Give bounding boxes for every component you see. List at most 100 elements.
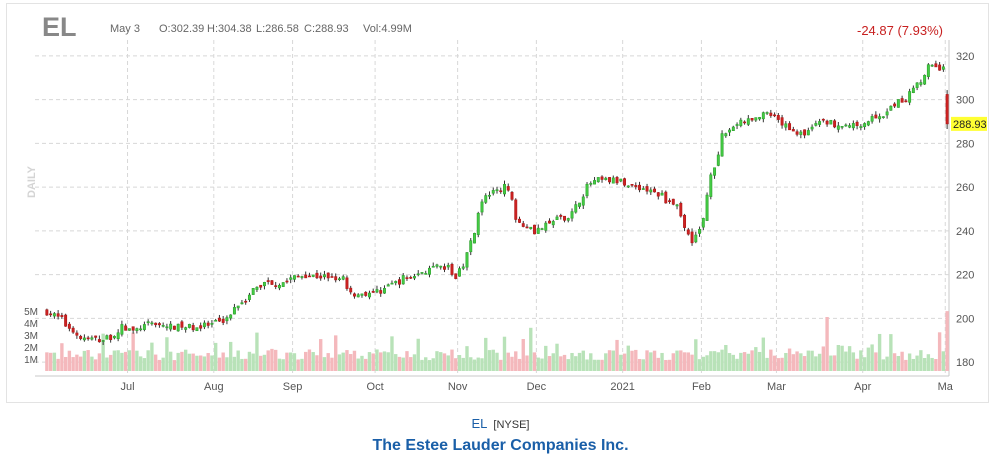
volume-bar [686, 352, 690, 371]
volume-bar [667, 359, 672, 371]
candle-body [649, 189, 653, 193]
candle [86, 335, 90, 341]
candle [82, 334, 86, 342]
candle-body [217, 317, 221, 322]
candle-body [180, 321, 184, 328]
candle-body [548, 220, 551, 224]
volume-bar [574, 356, 578, 371]
volume-bar [153, 354, 158, 371]
candle [589, 181, 593, 187]
candle-body [945, 94, 949, 125]
candle-body [855, 121, 859, 127]
candle [368, 290, 371, 300]
candle [383, 285, 386, 294]
candle [60, 312, 64, 319]
candle [911, 85, 915, 94]
candle [641, 186, 645, 190]
volume-bar [562, 354, 567, 371]
candle-body [439, 265, 443, 268]
candle-body [60, 315, 64, 317]
candle-body [97, 339, 101, 343]
candle-body [664, 191, 668, 204]
candle [514, 198, 518, 223]
candle [109, 334, 113, 343]
candle [649, 187, 653, 195]
candle [150, 320, 154, 326]
candle [701, 217, 705, 231]
candle-body [71, 327, 75, 333]
volume-bar [67, 350, 72, 371]
volume-bar [510, 356, 514, 371]
volume-bar [424, 357, 428, 371]
candle-body [806, 130, 810, 136]
candle-body [930, 64, 934, 67]
candle [240, 299, 244, 305]
candle-body [521, 223, 525, 227]
candle-body [896, 99, 900, 108]
candle-body [551, 221, 555, 226]
candle-body [386, 284, 390, 287]
candle-body [623, 178, 626, 186]
candle [71, 326, 75, 334]
candle [758, 116, 762, 121]
candle-body [536, 227, 540, 234]
candle-body [251, 288, 255, 295]
volume-bar [735, 358, 739, 371]
volume-bar [142, 358, 147, 371]
candle [608, 177, 611, 185]
candle-body [555, 216, 559, 221]
candle [401, 273, 405, 285]
candle [945, 90, 949, 130]
candle [893, 102, 897, 108]
candle-body [232, 307, 236, 315]
volume-bar [806, 350, 811, 371]
candle-body [863, 123, 867, 127]
caption-symbol-link[interactable]: EL [471, 416, 488, 431]
candle-body [878, 116, 882, 120]
candle-body [833, 120, 837, 128]
candle-body [825, 120, 829, 125]
candle-body [304, 274, 308, 279]
volume-bar [821, 346, 826, 371]
volume-bar [101, 333, 105, 371]
volume-bar [799, 353, 803, 371]
volume-bar [532, 352, 537, 371]
candle [780, 114, 784, 129]
candle [536, 224, 540, 234]
candle [634, 182, 638, 190]
candle-body [728, 129, 732, 133]
candle-body [465, 252, 469, 268]
candle-body [638, 184, 642, 191]
candle [225, 315, 229, 325]
volume-bar [472, 359, 477, 371]
candle [371, 288, 375, 293]
volume-bar [367, 352, 372, 371]
time-tick-label: Mar [767, 381, 786, 393]
company-name[interactable]: The Estee Lauder Companies Inc. [372, 437, 629, 454]
candle [390, 280, 394, 285]
candle-body [405, 277, 409, 279]
candle [664, 190, 668, 204]
candle-body [690, 231, 694, 244]
volume-bar [90, 356, 94, 371]
volume-bar [810, 350, 814, 371]
candle [480, 199, 484, 216]
candle [578, 202, 581, 209]
candle [169, 321, 173, 332]
candle [559, 213, 563, 220]
candle-body [394, 281, 398, 284]
candle [307, 272, 311, 278]
volume-bar [450, 349, 454, 371]
volume-bar [892, 353, 897, 371]
candle-body [225, 317, 229, 322]
volume-tick-label: 5M [24, 307, 38, 318]
volume-bar [198, 355, 203, 371]
candle [315, 269, 319, 280]
candle [765, 111, 769, 115]
candle-body [450, 263, 454, 275]
candle [195, 327, 199, 332]
candle [810, 124, 814, 132]
volume-bar [926, 354, 931, 371]
volume-bar [551, 353, 555, 371]
candle [548, 218, 551, 224]
